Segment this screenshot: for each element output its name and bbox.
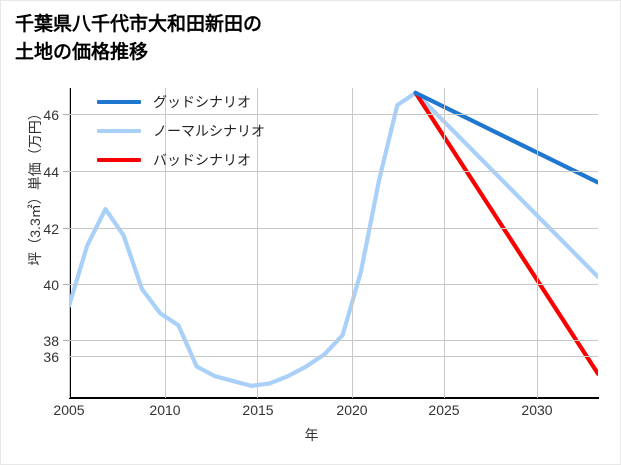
y-tick-label-40: 40 bbox=[43, 277, 59, 293]
gridline-y-44 bbox=[69, 171, 598, 172]
gridline-x-2025 bbox=[444, 88, 445, 398]
y-axis-title: 坪（3.3㎡）単価（万円） bbox=[27, 106, 43, 266]
legend-label-bad: バッドシナリオ bbox=[153, 152, 251, 168]
y-tick-label-42: 42 bbox=[43, 221, 59, 237]
gridline-x-2010 bbox=[165, 88, 166, 398]
plot-area bbox=[69, 88, 598, 398]
legend-swatch-normal bbox=[97, 129, 141, 133]
legend-label-normal: ノーマルシナリオ bbox=[153, 123, 265, 139]
y-tick-mark-38 bbox=[63, 340, 69, 341]
x-tick-label-2005: 2005 bbox=[53, 402, 85, 418]
y-tick-label-46: 46 bbox=[43, 107, 59, 123]
y-tick-mark-44 bbox=[63, 171, 69, 172]
legend-label-good: グッドシナリオ bbox=[153, 94, 251, 110]
legend-swatch-good bbox=[97, 100, 141, 104]
gridline-y-42 bbox=[69, 228, 598, 229]
y-tick-mark-46 bbox=[63, 114, 69, 115]
gridline-y-38 bbox=[69, 340, 598, 341]
legend-swatch-bad bbox=[97, 158, 141, 162]
gridline-x-2030 bbox=[537, 88, 538, 398]
x-tick-label-2030: 2030 bbox=[521, 402, 553, 418]
gridline-y-46 bbox=[69, 114, 598, 115]
y-tick-label-44: 44 bbox=[43, 164, 59, 180]
y-axis-line bbox=[69, 88, 71, 399]
legend-item-bad[interactable]: バッドシナリオ bbox=[97, 151, 265, 169]
gridline-y-36 bbox=[69, 356, 598, 357]
x-tick-label-2020: 2020 bbox=[336, 402, 368, 418]
gridline-y-40 bbox=[69, 284, 598, 285]
y-tick-label-38: 38 bbox=[43, 333, 59, 349]
gridline-x-2015 bbox=[257, 88, 258, 398]
line-good-scenario bbox=[413, 90, 598, 185]
x-tick-label-2010: 2010 bbox=[149, 402, 181, 418]
x-tick-label-2015: 2015 bbox=[242, 402, 274, 418]
x-tick-label-2025: 2025 bbox=[428, 402, 460, 418]
y-tick-label-36: 36 bbox=[43, 349, 59, 365]
line-normal-forecast bbox=[413, 90, 598, 280]
y-tick-mark-40 bbox=[63, 284, 69, 285]
legend-item-good[interactable]: グッドシナリオ bbox=[97, 93, 265, 111]
gridline-x-2020 bbox=[352, 88, 353, 398]
y-tick-mark-42 bbox=[63, 228, 69, 229]
x-axis-line bbox=[69, 397, 599, 399]
legend: グッドシナリオ ノーマルシナリオ バッドシナリオ bbox=[97, 93, 265, 169]
legend-item-normal[interactable]: ノーマルシナリオ bbox=[97, 122, 265, 140]
line-normal-history bbox=[69, 90, 418, 388]
page-title: 千葉県八千代市大和田新田の 土地の価格推移 bbox=[15, 14, 263, 63]
series-canvas bbox=[69, 90, 598, 388]
gridline-x-2005 bbox=[69, 88, 70, 398]
x-axis-title: 年 bbox=[304, 427, 319, 443]
line-bad-scenario bbox=[413, 90, 598, 376]
